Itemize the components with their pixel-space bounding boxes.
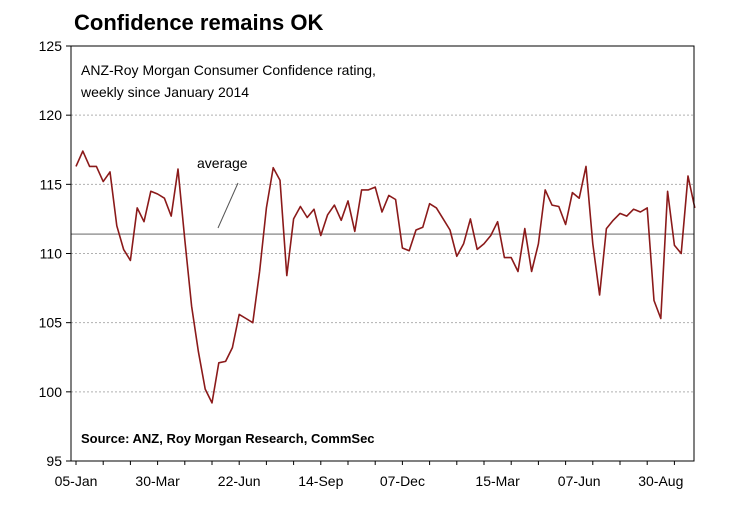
y-tick-label-125: 125 <box>39 38 63 54</box>
average-annotation-pointer <box>217 182 239 229</box>
chart-subtitle-line-2: weekly since January 2014 <box>80 84 249 100</box>
x-tick-label-30-Aug: 30-Aug <box>638 473 683 489</box>
x-tick-label-05-Jan: 05-Jan <box>55 473 98 489</box>
x-tick-label-07-Jun: 07-Jun <box>558 473 601 489</box>
y-axis: 95 100 105 110 115 120 125 <box>39 38 71 469</box>
y-tick-label-110: 110 <box>40 246 63 262</box>
series-line-consumer-confidence <box>75 150 696 404</box>
x-axis: 05-Jan 30-Mar 22-Jun 14-Sep 07-Dec 15-Mar 07-J… <box>55 461 683 489</box>
chart-title: Confidence remains OK <box>74 10 324 35</box>
x-tick-label-14-Sep: 14-Sep <box>298 473 343 489</box>
y-tick-label-105: 105 <box>39 315 63 331</box>
x-tick-label-15-Mar: 15-Mar <box>475 473 520 489</box>
x-tick-label-07-Dec: 07-Dec <box>380 473 425 489</box>
y-tick-label-115: 115 <box>40 176 63 192</box>
chart-source-note: Source: ANZ, Roy Morgan Research, CommSe… <box>81 431 375 446</box>
x-tick-label-30-Mar: 30-Mar <box>135 473 180 489</box>
y-tick-label-120: 120 <box>39 107 63 123</box>
chart-subtitle-line-1: ANZ-Roy Morgan Consumer Confidence ratin… <box>81 62 376 78</box>
y-tick-label-100: 100 <box>39 384 63 400</box>
grid-lines <box>71 114 694 393</box>
x-tick-label-22-Jun: 22-Jun <box>218 473 261 489</box>
average-annotation: average <box>197 155 248 171</box>
y-tick-label-95: 95 <box>46 453 62 469</box>
